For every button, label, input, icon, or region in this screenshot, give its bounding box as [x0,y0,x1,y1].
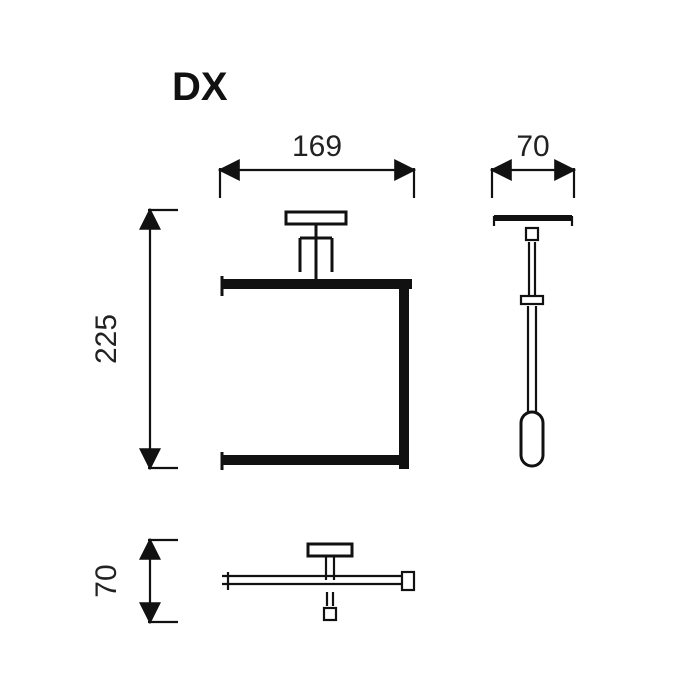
side-view [494,216,572,466]
dim-70w-label: 70 [516,130,549,163]
dim-width-169: 169 [220,130,414,198]
front-view [222,212,412,470]
dim-70h-label: 70 [90,564,123,597]
title-label: DX [172,65,228,109]
technical-drawing: DX 169 70 225 70 [0,0,700,700]
top-view [222,544,414,620]
dim-169-label: 169 [292,130,342,163]
dim-height-70: 70 [90,540,178,622]
dim-width-70: 70 [492,130,574,198]
dim-225-label: 225 [90,314,123,364]
dim-height-225: 225 [90,210,178,468]
